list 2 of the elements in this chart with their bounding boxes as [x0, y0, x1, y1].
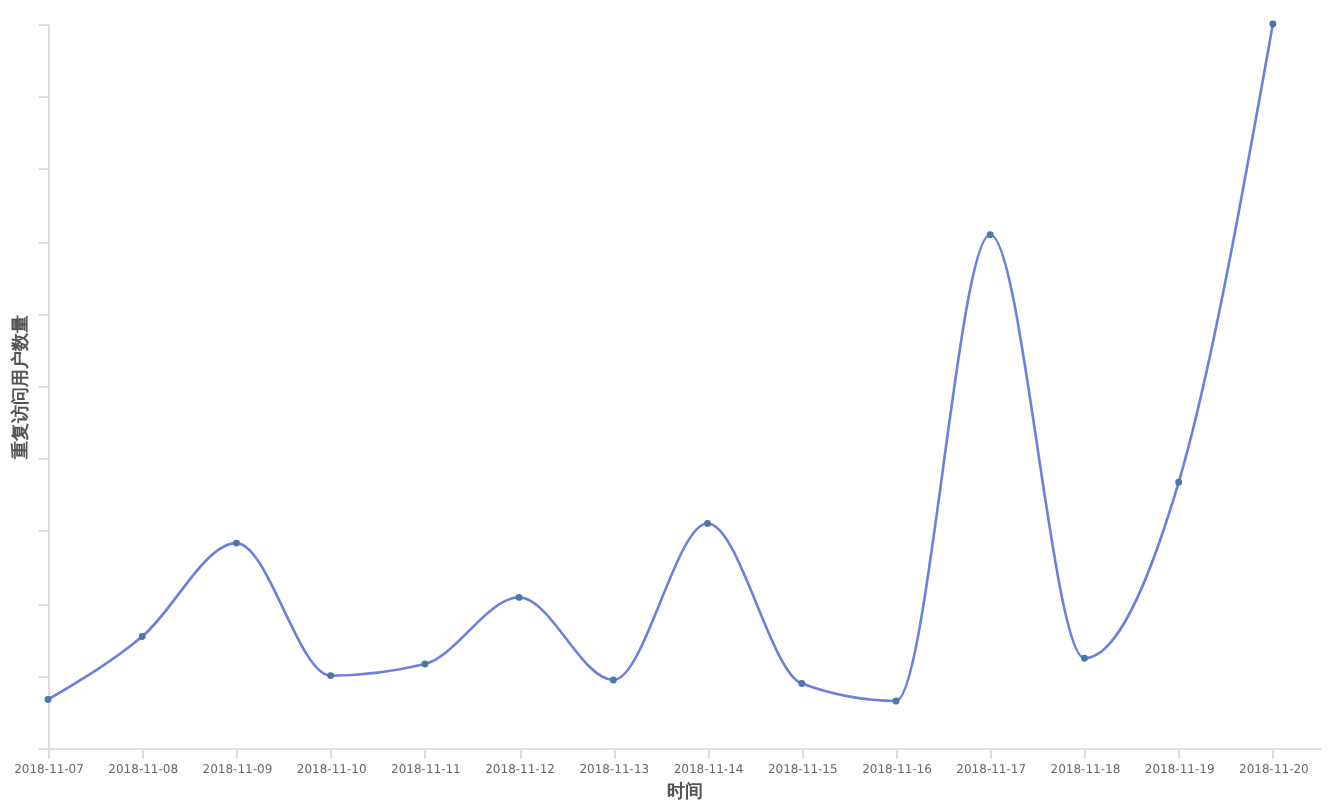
y-axis-title: 重复访问用户数量	[10, 315, 32, 461]
x-axis-title: 时间	[667, 781, 703, 803]
